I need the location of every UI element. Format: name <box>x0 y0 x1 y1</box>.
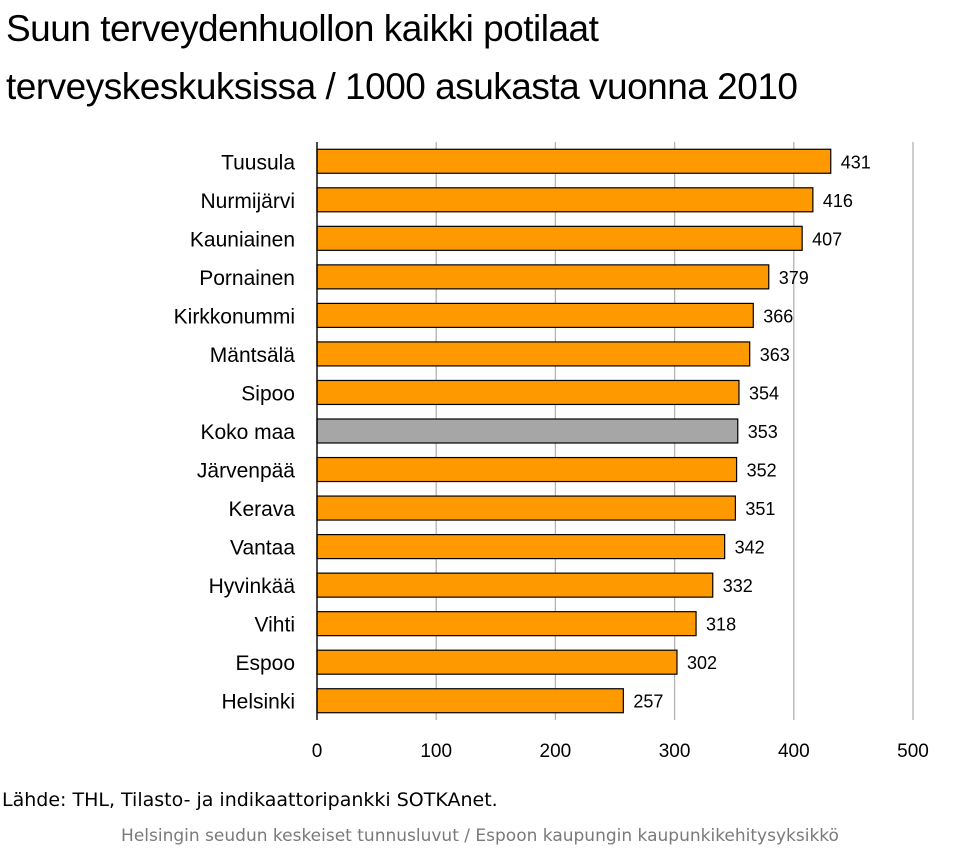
x-tick-label: 400 <box>778 741 810 762</box>
data-label: 353 <box>748 422 778 442</box>
bar <box>316 187 814 213</box>
bar <box>316 649 678 675</box>
bar <box>316 533 726 560</box>
source-note: Lähde: THL, Tilasto- ja indikaattoripank… <box>2 789 498 811</box>
category-label: Vihti <box>255 614 295 637</box>
category-label: Nurmijärvi <box>201 190 296 213</box>
data-label: 431 <box>841 152 871 172</box>
bar <box>316 379 740 406</box>
data-label: 363 <box>760 345 790 365</box>
x-tick-label: 300 <box>659 741 691 762</box>
data-label: 332 <box>723 576 753 596</box>
data-label: 352 <box>747 461 777 481</box>
bar <box>316 572 714 598</box>
category-label: Koko maa <box>200 421 295 444</box>
chart-title-line-1: Suun terveydenhuollon kaikki potilaat <box>6 8 599 49</box>
data-label: 318 <box>706 615 736 635</box>
bar <box>316 418 739 444</box>
data-label: 407 <box>812 229 842 249</box>
category-label: Pornainen <box>199 267 295 290</box>
bar <box>316 688 624 714</box>
bar <box>316 225 803 251</box>
data-label: 354 <box>749 383 779 403</box>
bar <box>316 341 751 367</box>
chart-title-line-2: terveyskeskuksissa / 1000 asukasta vuonn… <box>6 66 798 107</box>
bar <box>316 264 770 290</box>
category-label: Kauniainen <box>190 228 295 251</box>
category-label: Helsinki <box>221 691 295 714</box>
bar <box>316 456 738 483</box>
bar <box>316 611 697 637</box>
category-label: Sipoo <box>241 382 295 405</box>
category-label: Espoo <box>235 652 295 675</box>
data-label: 351 <box>745 499 775 519</box>
data-label: 379 <box>779 268 809 288</box>
bar <box>316 148 832 174</box>
category-label: Tuusula <box>221 151 295 174</box>
data-label: 366 <box>763 306 793 326</box>
x-tick-label: 200 <box>540 741 572 762</box>
x-tick-label: 100 <box>420 741 452 762</box>
category-label: Vantaa <box>230 537 295 560</box>
bar <box>316 495 736 521</box>
footer-text: Helsingin seudun keskeiset tunnusluvut /… <box>121 826 839 846</box>
category-label: Hyvinkää <box>209 575 296 598</box>
bar <box>316 302 754 328</box>
data-label: 416 <box>823 191 853 211</box>
category-label: Kirkkonummi <box>174 305 295 328</box>
x-tick-label: 500 <box>897 741 929 762</box>
bar-chart: Tuusula 431 Nurmijärvi 416 Kauniainen 407 Porn… <box>174 142 929 762</box>
chart-title: Suun terveydenhuollon kaikki potilaat te… <box>6 0 798 116</box>
category-label: Mäntsälä <box>210 344 296 367</box>
category-label: Kerava <box>228 498 295 521</box>
data-label: 342 <box>735 538 765 558</box>
data-label: 302 <box>687 653 717 673</box>
category-label: Järvenpää <box>197 460 295 483</box>
data-label: 257 <box>633 692 663 712</box>
x-tick-label: 0 <box>312 741 323 762</box>
